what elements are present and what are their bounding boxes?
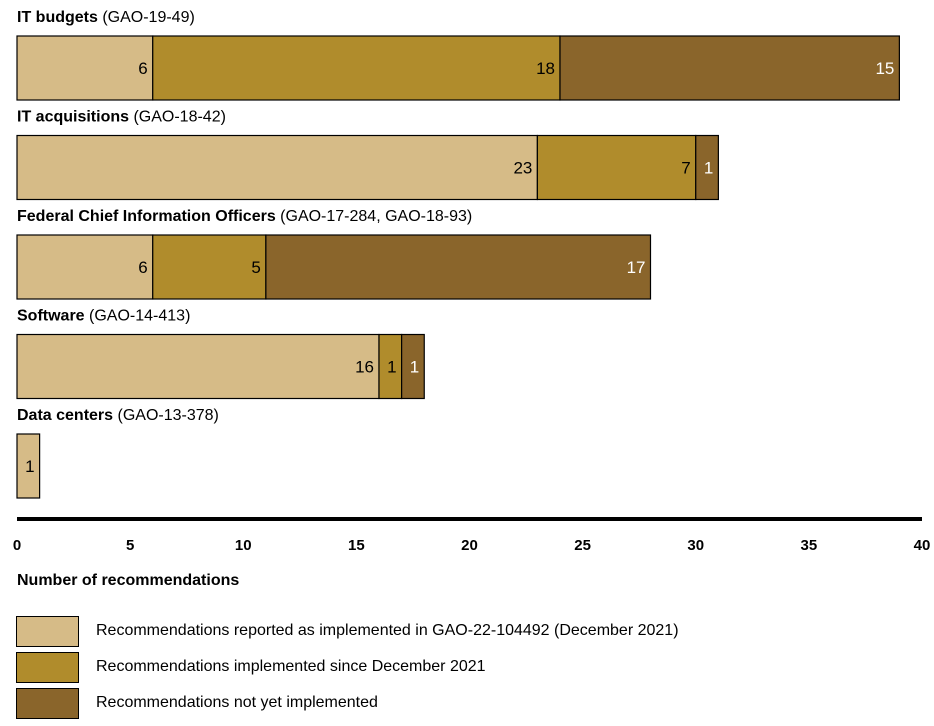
category-ref: (GAO-13-378)	[113, 407, 219, 424]
legend-swatch	[16, 616, 79, 647]
bar-segment	[559, 35, 900, 101]
category-label: Federal Chief Information Officers (GAO-…	[17, 208, 472, 225]
bar-segment	[16, 333, 380, 400]
category-name: Software	[17, 308, 85, 325]
data-label: 1	[25, 457, 34, 476]
category-name: Data centers	[17, 407, 113, 424]
x-tick-label: 0	[13, 537, 21, 554]
bar-segment	[536, 134, 697, 201]
data-label: 5	[251, 258, 260, 277]
data-label: 6	[138, 59, 147, 78]
bar-segment	[16, 35, 154, 101]
data-label: 16	[355, 358, 374, 377]
data-label: 6	[138, 258, 147, 277]
bar-segment	[695, 134, 719, 201]
category-ref: (GAO-19-49)	[98, 9, 195, 26]
legend-label: Recommendations not yet implemented	[96, 694, 378, 711]
x-tick-label: 20	[461, 537, 478, 554]
legend-label: Recommendations implemented since Decemb…	[96, 658, 486, 675]
bar-segment	[16, 433, 41, 499]
category-label: Software (GAO-14-413)	[17, 308, 190, 325]
legend-label: Recommendations reported as implemented …	[96, 622, 679, 639]
category-label: IT budgets (GAO-19-49)	[17, 9, 195, 26]
data-label: 1	[387, 358, 396, 377]
data-label: 18	[536, 59, 555, 78]
category-ref: (GAO-14-413)	[85, 308, 191, 325]
bar-segment	[16, 134, 538, 201]
x-tick-label: 10	[235, 537, 252, 554]
category-label: IT acquisitions (GAO-18-42)	[17, 109, 226, 126]
data-label: 1	[410, 358, 419, 377]
bar-segment	[152, 35, 561, 101]
data-label: 23	[513, 159, 532, 178]
data-label: 7	[681, 159, 690, 178]
legend-swatch	[16, 652, 79, 683]
bar-segment	[265, 234, 652, 300]
category-name: IT budgets	[17, 9, 98, 26]
category-ref: (GAO-18-42)	[129, 109, 226, 126]
data-label: 17	[627, 258, 646, 277]
x-tick-label: 30	[687, 537, 704, 554]
category-label: Data centers (GAO-13-378)	[17, 407, 219, 424]
x-tick-label: 25	[574, 537, 591, 554]
bar-segment	[401, 333, 425, 400]
bar-segment	[16, 234, 154, 300]
x-tick-label: 35	[801, 537, 818, 554]
x-axis-line	[17, 517, 922, 521]
category-name: Federal Chief Information Officers	[17, 208, 276, 225]
category-name: IT acquisitions	[17, 109, 129, 126]
x-tick-label: 15	[348, 537, 365, 554]
x-axis-title: Number of recommendations	[17, 572, 239, 589]
legend-swatch	[16, 688, 79, 719]
x-tick-label: 40	[914, 537, 931, 554]
x-tick-label: 5	[126, 537, 134, 554]
data-label: 15	[875, 59, 894, 78]
data-label: 1	[704, 159, 713, 178]
category-ref: (GAO-17-284, GAO-18-93)	[276, 208, 473, 225]
bar-segment	[152, 234, 267, 300]
